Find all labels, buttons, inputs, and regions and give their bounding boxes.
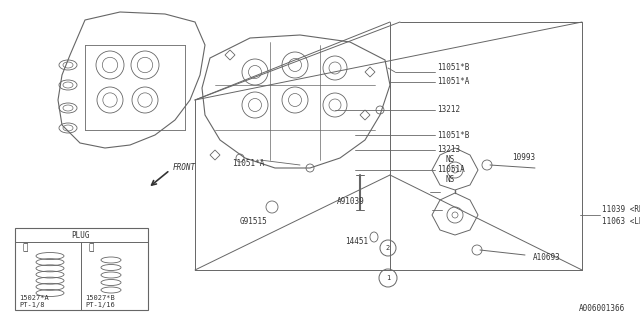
Text: A006001366: A006001366 — [579, 304, 625, 313]
Text: 13213: 13213 — [437, 146, 460, 155]
Text: 15027*A: 15027*A — [19, 295, 49, 301]
Text: 11051*B: 11051*B — [437, 131, 469, 140]
Text: PT-1/16: PT-1/16 — [85, 302, 115, 308]
Text: PT-1/8: PT-1/8 — [19, 302, 45, 308]
Text: NS: NS — [445, 156, 454, 164]
Text: PLUG: PLUG — [72, 230, 90, 239]
Text: 10993: 10993 — [512, 154, 535, 163]
Text: 11063 <LH>: 11063 <LH> — [602, 218, 640, 227]
Text: G91515: G91515 — [240, 218, 268, 227]
Text: 2: 2 — [386, 245, 390, 251]
Text: ①: ① — [22, 244, 28, 252]
Text: 11051*A: 11051*A — [232, 158, 264, 167]
Text: A91039: A91039 — [337, 197, 365, 206]
Text: 11039 <RH>: 11039 <RH> — [602, 205, 640, 214]
Text: ②: ② — [88, 244, 93, 252]
Text: 11051*B: 11051*B — [437, 63, 469, 73]
Text: NS: NS — [445, 175, 454, 185]
Text: A10693: A10693 — [533, 253, 561, 262]
Text: 11051A: 11051A — [437, 165, 465, 174]
Text: FRONT: FRONT — [173, 163, 196, 172]
Text: 13212: 13212 — [437, 106, 460, 115]
Text: 14451: 14451 — [345, 237, 368, 246]
Text: 11051*A: 11051*A — [437, 77, 469, 86]
Bar — [15, 228, 148, 310]
Text: 1: 1 — [386, 275, 390, 281]
Text: 15027*B: 15027*B — [85, 295, 115, 301]
